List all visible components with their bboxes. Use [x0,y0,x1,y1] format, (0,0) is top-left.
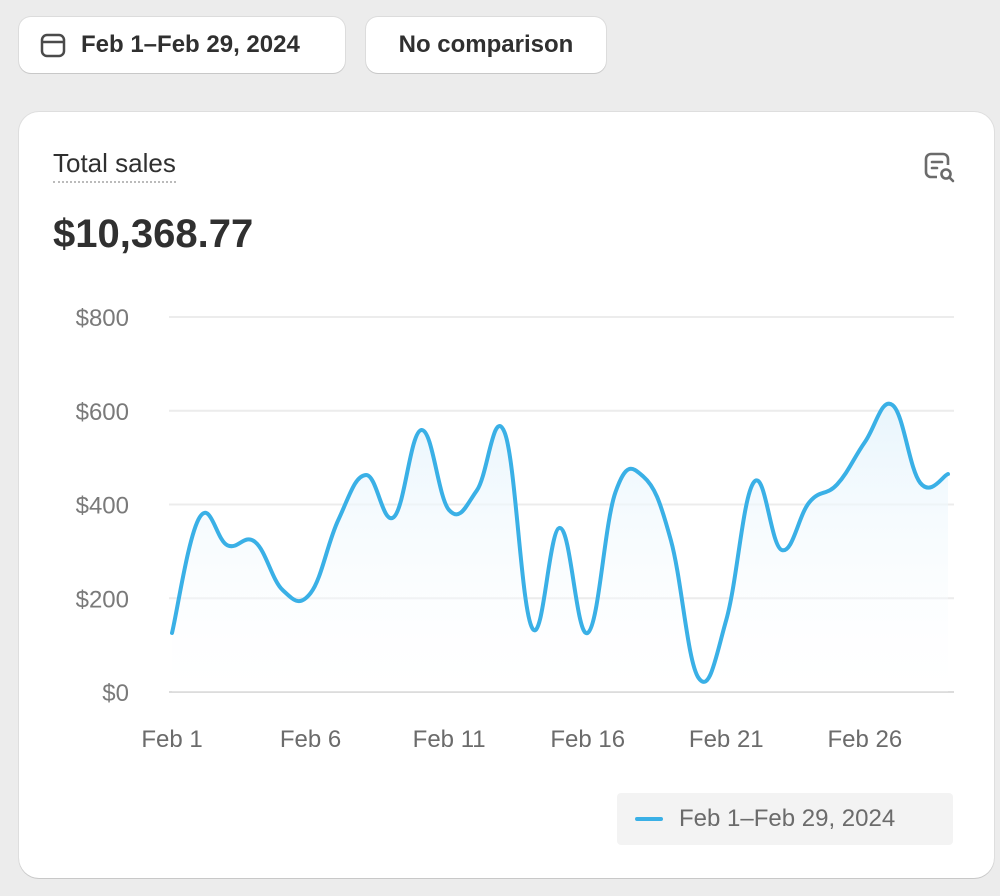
y-tick-label: $400 [76,493,129,520]
y-tick-label: $0 [102,680,129,707]
x-tick-label: Feb 1 [141,726,202,753]
legend-label: Feb 1–Feb 29, 2024 [679,805,896,832]
date-range-label: Feb 1–Feb 29, 2024 [81,31,300,58]
x-tick-label: Feb 11 [413,726,486,753]
x-tick-label: Feb 26 [827,726,902,753]
total-sales-card: Total sales $10,368.77 $0 $200 $400 $600 $80… [19,112,994,878]
comparison-label: No comparison [398,31,574,58]
total-value: $10,368.77 [53,212,254,256]
sales-line-chart: $0 $200 $400 $600 $800 Feb 1 Feb 6 Feb 11 Feb 16… [76,305,954,753]
series-line [170,401,950,684]
y-tick-label: $600 [76,399,129,426]
explore-report-icon[interactable] [922,150,958,186]
comparison-button[interactable]: No comparison [366,17,606,73]
y-tick-label: $200 [76,586,129,613]
chart-legend[interactable]: Feb 1–Feb 29, 2024 [617,793,953,845]
series-area [172,403,948,692]
calendar-icon [40,33,66,58]
date-range-button[interactable]: Feb 1–Feb 29, 2024 [19,17,345,73]
card-title[interactable]: Total sales [53,148,176,183]
legend-swatch [635,817,663,821]
x-tick-label: Feb 16 [550,726,625,753]
x-tick-label: Feb 21 [689,726,764,753]
y-tick-label: $800 [76,305,129,332]
x-tick-label: Feb 6 [280,726,341,753]
